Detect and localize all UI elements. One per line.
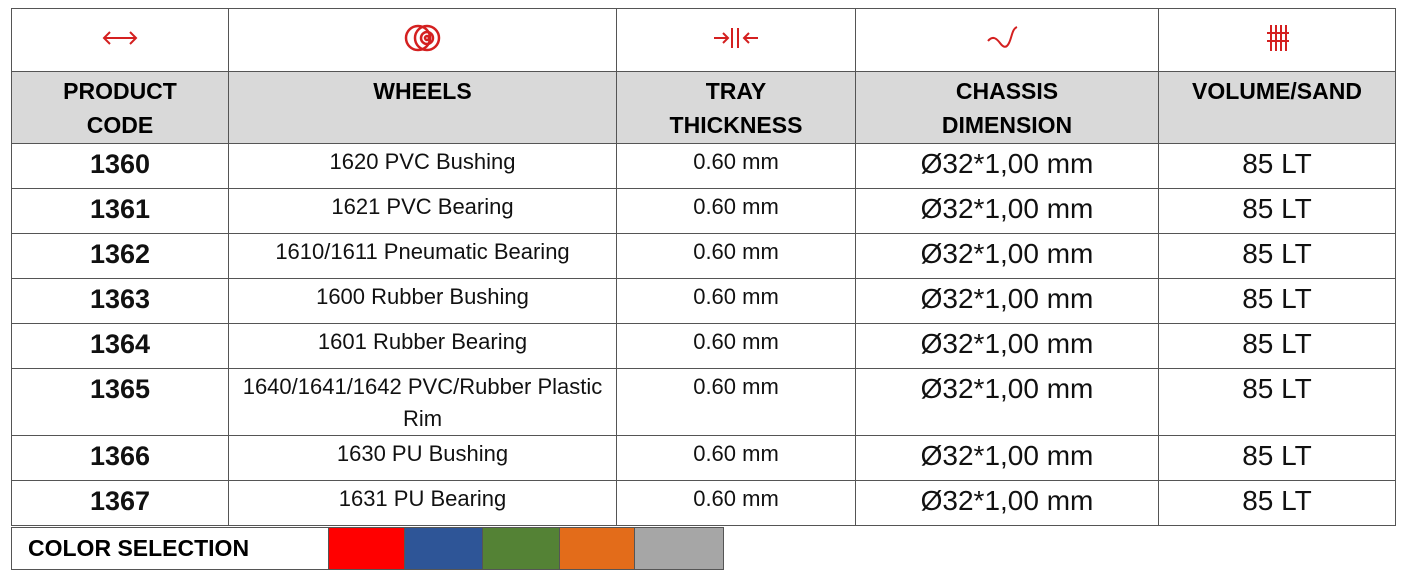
icon-cell [855, 8, 1159, 72]
header-text: TRAY THICKNESS [669, 78, 803, 138]
table-cell: Ø32*1,00 mm [855, 188, 1159, 234]
color-selection-label: COLOR SELECTION [11, 527, 329, 570]
header-cell: CHASSIS DIMENSION [855, 71, 1159, 144]
table-cell: 0.60 mm [616, 368, 856, 436]
thickness-icon [714, 27, 758, 48]
table-cell: Ø32*1,00 mm [855, 278, 1159, 324]
table-cell: 1364 [11, 323, 229, 369]
header-text: CHASSIS DIMENSION [941, 78, 1073, 138]
color-swatch [404, 527, 483, 570]
header-cell: PRODUCT CODE [11, 71, 229, 144]
table-cell: 1601 Rubber Bearing [228, 323, 617, 369]
table-cell: 85 LT [1158, 233, 1396, 279]
icon-cell [616, 8, 856, 72]
table-row: 1361 1621 PVC Bearing 0.60 mm Ø32*1,00 mm 85… [11, 188, 1396, 234]
header-row: PRODUCT CODE WHEELS TRAY THICKNESS CHASSIS … [11, 71, 1396, 144]
table-cell: Ø32*1,00 mm [855, 480, 1159, 526]
table-row: 1360 1620 PVC Bushing 0.60 mm Ø32*1,00 mm 85… [11, 143, 1396, 189]
table-cell: 0.60 mm [616, 143, 856, 189]
table-cell: 0.60 mm [616, 188, 856, 234]
product-table: PRODUCT CODE WHEELS TRAY THICKNESS CHASSIS … [11, 8, 1396, 526]
table-row: 1366 1630 PU Bushing 0.60 mm Ø32*1,00 mm 85 … [11, 435, 1396, 481]
table-cell: 1362 [11, 233, 229, 279]
table-cell: 85 LT [1158, 278, 1396, 324]
header-cell: VOLUME/SAND [1158, 71, 1396, 144]
table-cell: 1360 [11, 143, 229, 189]
icon-cell [11, 8, 229, 72]
table-cell: 0.60 mm [616, 323, 856, 369]
table-cell: 0.60 mm [616, 278, 856, 324]
icon-row [11, 8, 1396, 72]
length-icon [102, 30, 138, 45]
table-row: 1364 1601 Rubber Bearing 0.60 mm Ø32*1,00 m… [11, 323, 1396, 369]
table-cell: 1600 Rubber Bushing [228, 278, 617, 324]
table-cell: 1630 PU Bushing [228, 435, 617, 481]
table-cell: 85 LT [1158, 323, 1396, 369]
color-selection: COLOR SELECTION [11, 527, 724, 570]
table-row: 1367 1631 PU Bearing 0.60 mm Ø32*1,00 mm 85 … [11, 480, 1396, 526]
table-cell: 85 LT [1158, 368, 1396, 436]
table-cell: Ø32*1,00 mm [855, 368, 1159, 436]
icon-cell [228, 8, 617, 72]
table-cell: 1621 PVC Bearing [228, 188, 617, 234]
color-swatch [328, 527, 405, 570]
table-cell: Ø32*1,00 mm [855, 143, 1159, 189]
color-swatch [634, 527, 724, 570]
header-cell: TRAY THICKNESS [616, 71, 856, 144]
table-row: 1362 1610/1611 Pneumatic Bearing 0.60 mm Ø3… [11, 233, 1396, 279]
table-cell: Ø32*1,00 mm [855, 233, 1159, 279]
icon-cell [1158, 8, 1396, 72]
table-cell: 1640/1641/1642 PVC/Rubber Plastic Rim [228, 368, 617, 436]
table-cell: 85 LT [1158, 435, 1396, 481]
table-cell: 1366 [11, 435, 229, 481]
volume-icon [1267, 24, 1289, 51]
table-cell: 1363 [11, 278, 229, 324]
table-cell: 85 LT [1158, 480, 1396, 526]
table-row: 1365 1640/1641/1642 PVC/Rubber Plastic Ri… [11, 368, 1396, 436]
header-text: WHEELS [373, 78, 472, 104]
table-cell: 85 LT [1158, 188, 1396, 234]
wheel-icon [404, 24, 440, 51]
table-cell: 1620 PVC Bushing [228, 143, 617, 189]
table-cell: 1610/1611 Pneumatic Bearing [228, 233, 617, 279]
color-swatch [482, 527, 560, 570]
header-text: VOLUME/SAND [1192, 78, 1362, 104]
table-cell: Ø32*1,00 mm [855, 435, 1159, 481]
table-cell: Ø32*1,00 mm [855, 323, 1159, 369]
header-text: PRODUCT CODE [63, 78, 177, 138]
table-row: 1363 1600 Rubber Bushing 0.60 mm Ø32*1,00 m… [11, 278, 1396, 324]
table-cell: 1367 [11, 480, 229, 526]
color-swatch [559, 527, 635, 570]
table-cell: 1365 [11, 368, 229, 436]
table-cell: 85 LT [1158, 143, 1396, 189]
table-cell: 0.60 mm [616, 480, 856, 526]
chassis-icon [987, 25, 1018, 48]
table-cell: 0.60 mm [616, 233, 856, 279]
header-cell: WHEELS [228, 71, 617, 144]
table-cell: 0.60 mm [616, 435, 856, 481]
table-cell: 1361 [11, 188, 229, 234]
table-cell: 1631 PU Bearing [228, 480, 617, 526]
